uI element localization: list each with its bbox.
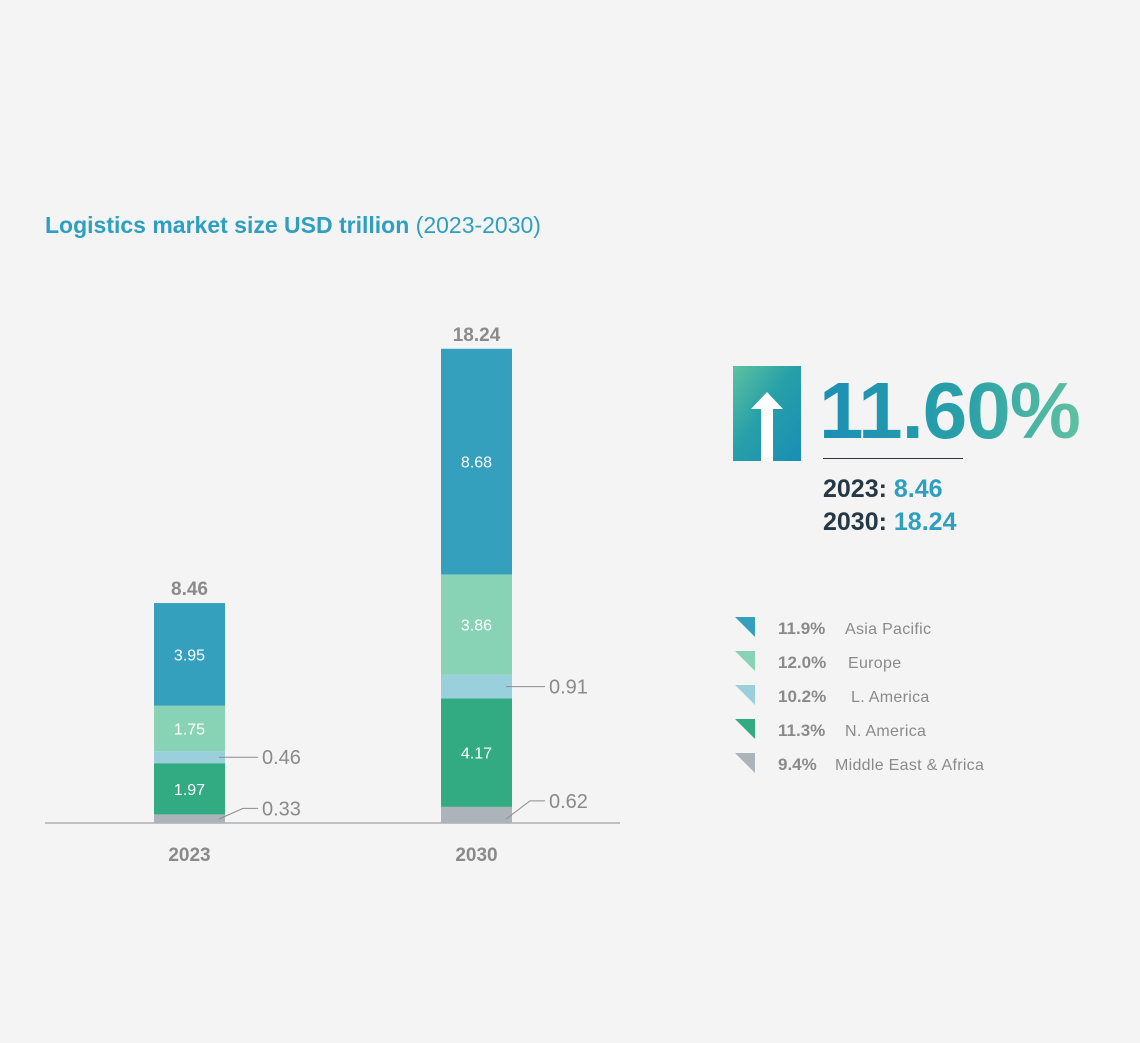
growth-year: 2023:: [823, 475, 887, 503]
growth-value: 18.24: [893, 508, 957, 536]
growth-divider: [823, 458, 963, 459]
legend-name: Asia Pacific: [845, 621, 932, 638]
legend-name: N. America: [845, 723, 927, 740]
legend-name: L. America: [851, 689, 930, 706]
chart-title-range: (2023-2030): [415, 212, 541, 238]
x-tick-label: 2030: [455, 845, 497, 866]
leader-line: [505, 800, 545, 820]
legend-swatch-icon: [735, 753, 755, 773]
data-label: 0.46: [262, 747, 301, 769]
growth-value: 8.46: [893, 475, 943, 503]
growth-panel: 11.60% 2023: 8.46 2030: 18.24: [733, 366, 1113, 536]
data-label: 8.68: [461, 455, 492, 472]
data-label: 0.62: [549, 791, 588, 813]
legend-name: Europe: [848, 655, 902, 672]
data-label: 3.95: [174, 647, 205, 664]
data-label: 3.86: [461, 618, 492, 635]
legend-name: Middle East & Africa: [835, 757, 985, 774]
chart-title-main: Logistics market size USD trillion: [45, 212, 410, 238]
data-label: 1.97: [174, 782, 205, 799]
growth-line-2023: 2023: 8.46: [823, 475, 943, 504]
bar-segment: [441, 806, 512, 823]
growth-line-2030: 2030: 18.24: [823, 508, 956, 537]
legend-pct: 11.9%: [778, 619, 826, 638]
legend-swatch-icon: [735, 617, 755, 637]
bar-segment: [154, 751, 225, 764]
legend-pct: 11.3%: [778, 721, 826, 740]
bar-segment: [154, 763, 225, 815]
data-label: 4.17: [461, 746, 492, 763]
growth-rate: 11.60%: [819, 366, 1081, 455]
x-tick-label: 2023: [168, 845, 210, 866]
legend-pct: 12.0%: [778, 653, 827, 672]
legend-swatch-icon: [735, 685, 755, 705]
bar-segment: [154, 705, 225, 752]
data-label: 0.91: [549, 677, 588, 699]
legend-pct: 9.4%: [778, 755, 817, 774]
data-label: 0.33: [262, 798, 301, 820]
legend-swatch-icon: [735, 651, 755, 671]
growth-year: 2030:: [823, 508, 887, 536]
total-label: 8.46: [171, 579, 208, 600]
bar-segment: [441, 574, 512, 675]
total-label: 18.24: [453, 325, 501, 346]
data-label: 1.75: [174, 721, 205, 738]
legend-swatch-icon: [735, 719, 755, 739]
bar-segment: [441, 348, 512, 575]
up-arrow-icon: [733, 366, 801, 461]
bar-segment: [441, 698, 512, 807]
bar-segment: [441, 674, 512, 699]
leader-line: [218, 807, 258, 820]
bar-segment: [154, 603, 225, 706]
chart-title: Logistics market size USD trillion (2023…: [45, 212, 541, 239]
bar-segment: [154, 814, 225, 823]
legend-pct: 10.2%: [778, 687, 827, 706]
